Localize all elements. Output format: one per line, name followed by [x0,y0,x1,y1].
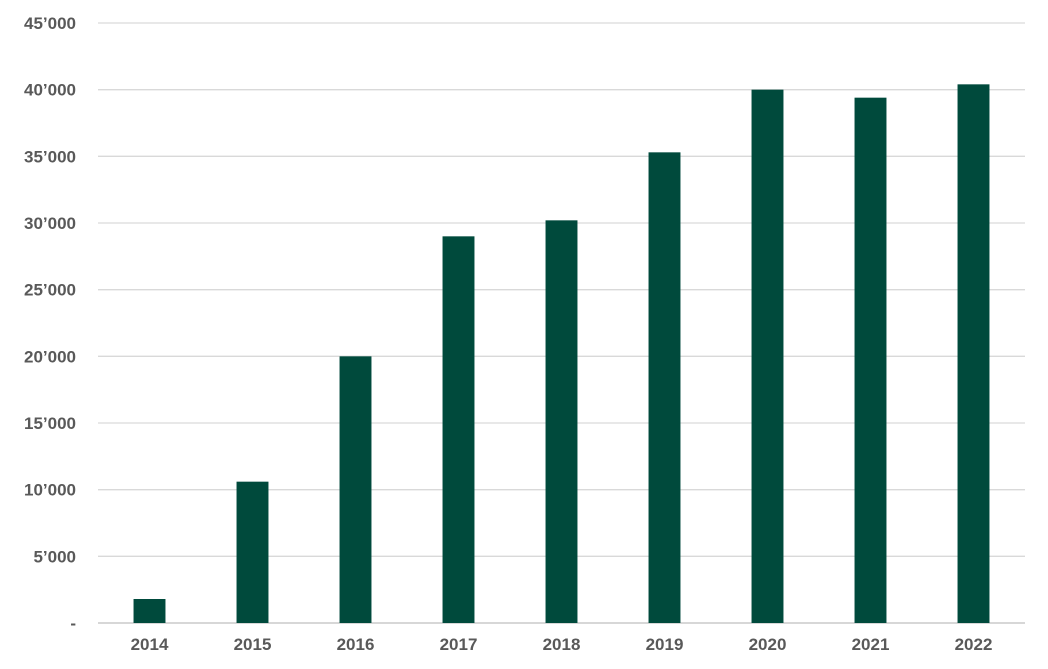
bar-2018 [545,220,578,624]
y-tick-label: 45’000 [24,14,76,33]
bar-2019 [648,152,681,624]
x-tick-label: 2020 [749,635,787,654]
x-tick-label: 2017 [440,635,478,654]
bars [133,84,990,624]
y-tick-label: 40’000 [24,81,76,100]
x-tick-label: 2018 [543,635,581,654]
x-tick-label: 2022 [955,635,993,654]
y-tick-label: 5’000 [33,547,76,566]
bar-2016 [339,356,372,623]
x-tick-label: 2021 [852,635,890,654]
y-tick-label: 35’000 [24,147,76,166]
x-tick-label: 2014 [131,635,169,654]
bar-2014 [133,599,166,623]
y-tick-label: 15’000 [24,414,76,433]
x-tick-label: 2015 [234,635,272,654]
y-tick-label: 10’000 [24,481,76,500]
bar-2020 [751,89,784,623]
y-axis-tick-labels: - 5’000 10’000 15’000 20’000 25’000 30’000 35’0… [24,14,76,633]
x-axis-tick-labels: 2014 2015 2016 2017 2018 2019 2020 2021 2022 [131,635,993,654]
y-tick-label: 25’000 [24,281,76,300]
bar-2017 [442,236,475,624]
bar-2021 [854,97,887,623]
x-tick-label: 2016 [337,635,375,654]
y-tick-label: - [70,614,76,633]
x-tick-label: 2019 [646,635,684,654]
bar-2022 [957,84,990,624]
bar-2015 [236,481,269,623]
y-tick-label: 30’000 [24,214,76,233]
y-tick-label: 20’000 [24,347,76,366]
